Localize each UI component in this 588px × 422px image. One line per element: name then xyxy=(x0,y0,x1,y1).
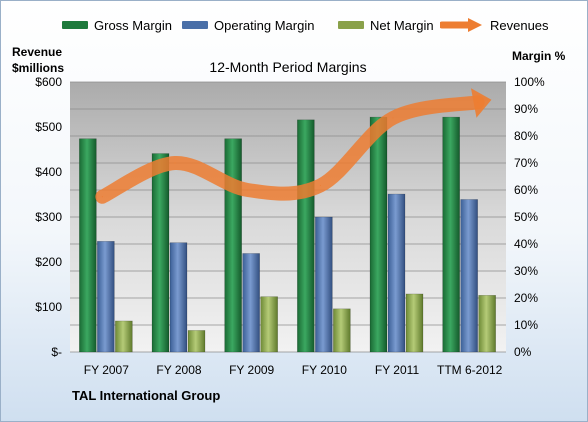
bar-gross-margin xyxy=(369,116,388,353)
left-tick-label: $500 xyxy=(35,120,62,134)
company-name: TAL International Group xyxy=(72,388,221,403)
legend-label-net-margin: Net Margin xyxy=(370,17,434,33)
bar-operating-margin xyxy=(169,242,188,353)
bar-gross-margin xyxy=(297,119,315,353)
left-axis-title-line1: Revenue xyxy=(12,45,63,59)
right-tick-label: 90% xyxy=(514,102,538,116)
right-axis-ticks: 0% 10% 20% 30% 40% 50% 60% 70% 80% 90% 100% xyxy=(514,75,545,359)
left-axis-title: Revenue $millions xyxy=(12,44,64,76)
right-tick-label: 10% xyxy=(514,318,538,332)
legend-swatch-net-margin xyxy=(338,21,364,29)
revenues-line xyxy=(95,88,492,204)
right-tick-label: 50% xyxy=(514,210,538,224)
left-tick-label: $100 xyxy=(35,300,62,314)
category-label: FY 2011 xyxy=(375,363,420,377)
category-label: FY 2008 xyxy=(156,363,201,377)
category-label: TTM 6-2012 xyxy=(437,363,503,377)
bar-operating-margin xyxy=(242,253,260,353)
left-tick-label: $- xyxy=(51,345,62,359)
bar-operating-margin xyxy=(97,241,115,353)
legend-item-net-margin: Net Margin xyxy=(338,14,434,36)
bars xyxy=(79,116,496,353)
legend-label-gross-margin: Gross Margin xyxy=(94,17,173,33)
left-tick-label: $300 xyxy=(35,210,62,224)
revenues-point xyxy=(392,117,394,119)
legend-swatch-operating-margin xyxy=(182,21,208,29)
category-labels: FY 2007 FY 2008 FY 2009 FY 2010 FY 2011 TTM 6… xyxy=(84,363,503,377)
bar-operating-margin xyxy=(315,216,333,353)
bar-net-margin xyxy=(187,330,206,353)
legend-arrow-revenues xyxy=(440,18,482,32)
left-tick-label: $600 xyxy=(35,75,62,89)
bar-net-margin xyxy=(115,320,133,353)
bar-gross-margin xyxy=(79,138,97,353)
right-tick-label: 0% xyxy=(514,345,532,359)
legend-item-operating-margin: Operating Margin xyxy=(182,14,314,36)
right-tick-label: 40% xyxy=(514,237,538,251)
bar-operating-margin xyxy=(387,193,406,353)
revenues-point xyxy=(101,196,103,198)
bar-gross-margin xyxy=(442,116,460,353)
legend-item-gross-margin: Gross Margin xyxy=(62,14,172,36)
right-tick-label: 60% xyxy=(514,183,538,197)
category-label: FY 2010 xyxy=(302,363,347,377)
revenues-point xyxy=(477,101,479,103)
bar-net-margin xyxy=(405,293,424,353)
right-tick-label: 100% xyxy=(514,75,545,89)
bar-net-margin xyxy=(478,294,496,353)
revenues-line-path xyxy=(95,95,485,204)
right-tick-label: 20% xyxy=(514,291,538,305)
bar-operating-margin xyxy=(460,199,478,353)
left-tick-label: $200 xyxy=(35,255,62,269)
legend-swatch-gross-margin xyxy=(62,21,88,29)
category-label: FY 2009 xyxy=(229,363,274,377)
bar-gross-margin xyxy=(151,153,170,353)
right-tick-label: 80% xyxy=(514,129,538,143)
left-axis-title-line2: $millions xyxy=(12,61,65,75)
bar-net-margin xyxy=(333,308,351,353)
left-tick-label: $400 xyxy=(35,165,62,179)
category-label: FY 2007 xyxy=(84,363,129,377)
legend-label-operating-margin: Operating Margin xyxy=(214,17,315,33)
legend: Gross Margin Operating Margin Net Margin… xyxy=(0,14,588,36)
revenues-point xyxy=(319,185,321,186)
right-tick-label: 70% xyxy=(514,156,538,170)
revenues-point xyxy=(174,162,176,164)
right-axis-title: Margin % xyxy=(512,49,566,63)
revenues-arrowhead xyxy=(470,88,492,118)
left-axis-ticks: $- $100 $200 $300 $400 $500 $600 xyxy=(35,75,62,359)
revenues-point xyxy=(247,189,249,191)
legend-item-revenues: Revenues xyxy=(440,14,549,36)
bar-gross-margin xyxy=(224,138,242,353)
right-tick-label: 30% xyxy=(514,264,538,278)
gridlines xyxy=(70,81,506,353)
legend-label-revenues: Revenues xyxy=(490,17,549,33)
chart-title: 12-Month Period Margins xyxy=(209,59,366,75)
bar-net-margin xyxy=(260,296,278,353)
